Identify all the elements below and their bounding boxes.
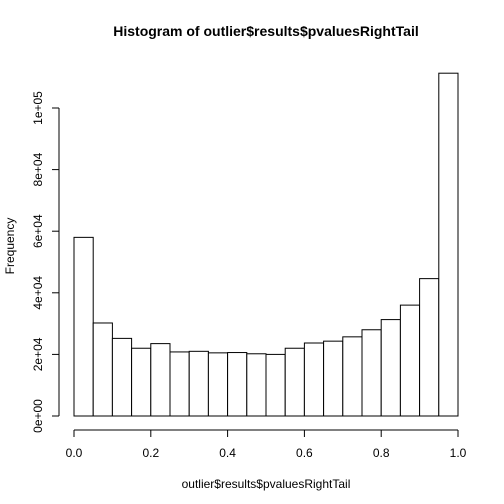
x-tick-label: 0.0 (66, 446, 83, 460)
histogram-bar-2 (111, 337, 133, 417)
histogram-bar-10 (265, 353, 286, 417)
histogram-bar-13 (323, 340, 344, 417)
chart-title: Histogram of outlier$results$pvaluesRigh… (113, 23, 418, 39)
histogram-bar-11 (284, 347, 305, 417)
y-axis-title: Frequency (3, 218, 17, 275)
histogram-bar-0 (73, 236, 94, 417)
histogram-bar-12 (303, 342, 325, 417)
histogram-bar-6 (188, 350, 209, 417)
histogram-bar-15 (361, 329, 382, 417)
x-tick-label: 0.2 (142, 446, 159, 460)
histogram-bar-16 (380, 319, 401, 417)
y-tick-label: 4e+04 (31, 276, 45, 310)
y-axis: 0e+00 2e+04 4e+04 6e+04 8e+04 1e+05 (31, 91, 60, 433)
x-axis: 0.0 0.2 0.4 0.6 0.8 1.0 (66, 429, 467, 460)
y-tick-label: 2e+04 (31, 337, 45, 371)
x-tick-label: 1.0 (450, 446, 467, 460)
histogram-bar-18 (419, 278, 440, 417)
histogram-bar-17 (399, 304, 421, 417)
y-tick-label: 1e+05 (31, 91, 45, 125)
x-axis-title: outlier$results$pvaluesRightTail (182, 477, 351, 491)
histogram-bars (73, 72, 459, 417)
y-tick-label: 8e+04 (31, 152, 45, 186)
histogram-bar-19 (438, 72, 459, 417)
histogram-bar-9 (246, 353, 267, 417)
histogram-bar-5 (169, 351, 190, 417)
histogram-bar-1 (92, 322, 113, 417)
x-tick-label: 0.8 (373, 446, 390, 460)
histogram-bar-8 (227, 352, 248, 417)
x-tick-label: 0.4 (219, 446, 236, 460)
histogram-bar-3 (131, 347, 152, 417)
histogram-bar-7 (207, 352, 229, 417)
histogram-bar-4 (150, 343, 171, 417)
histogram-bar-14 (342, 336, 363, 417)
x-tick-label: 0.6 (296, 446, 313, 460)
y-tick-label: 6e+04 (31, 214, 45, 248)
y-tick-label: 0e+00 (31, 399, 45, 433)
